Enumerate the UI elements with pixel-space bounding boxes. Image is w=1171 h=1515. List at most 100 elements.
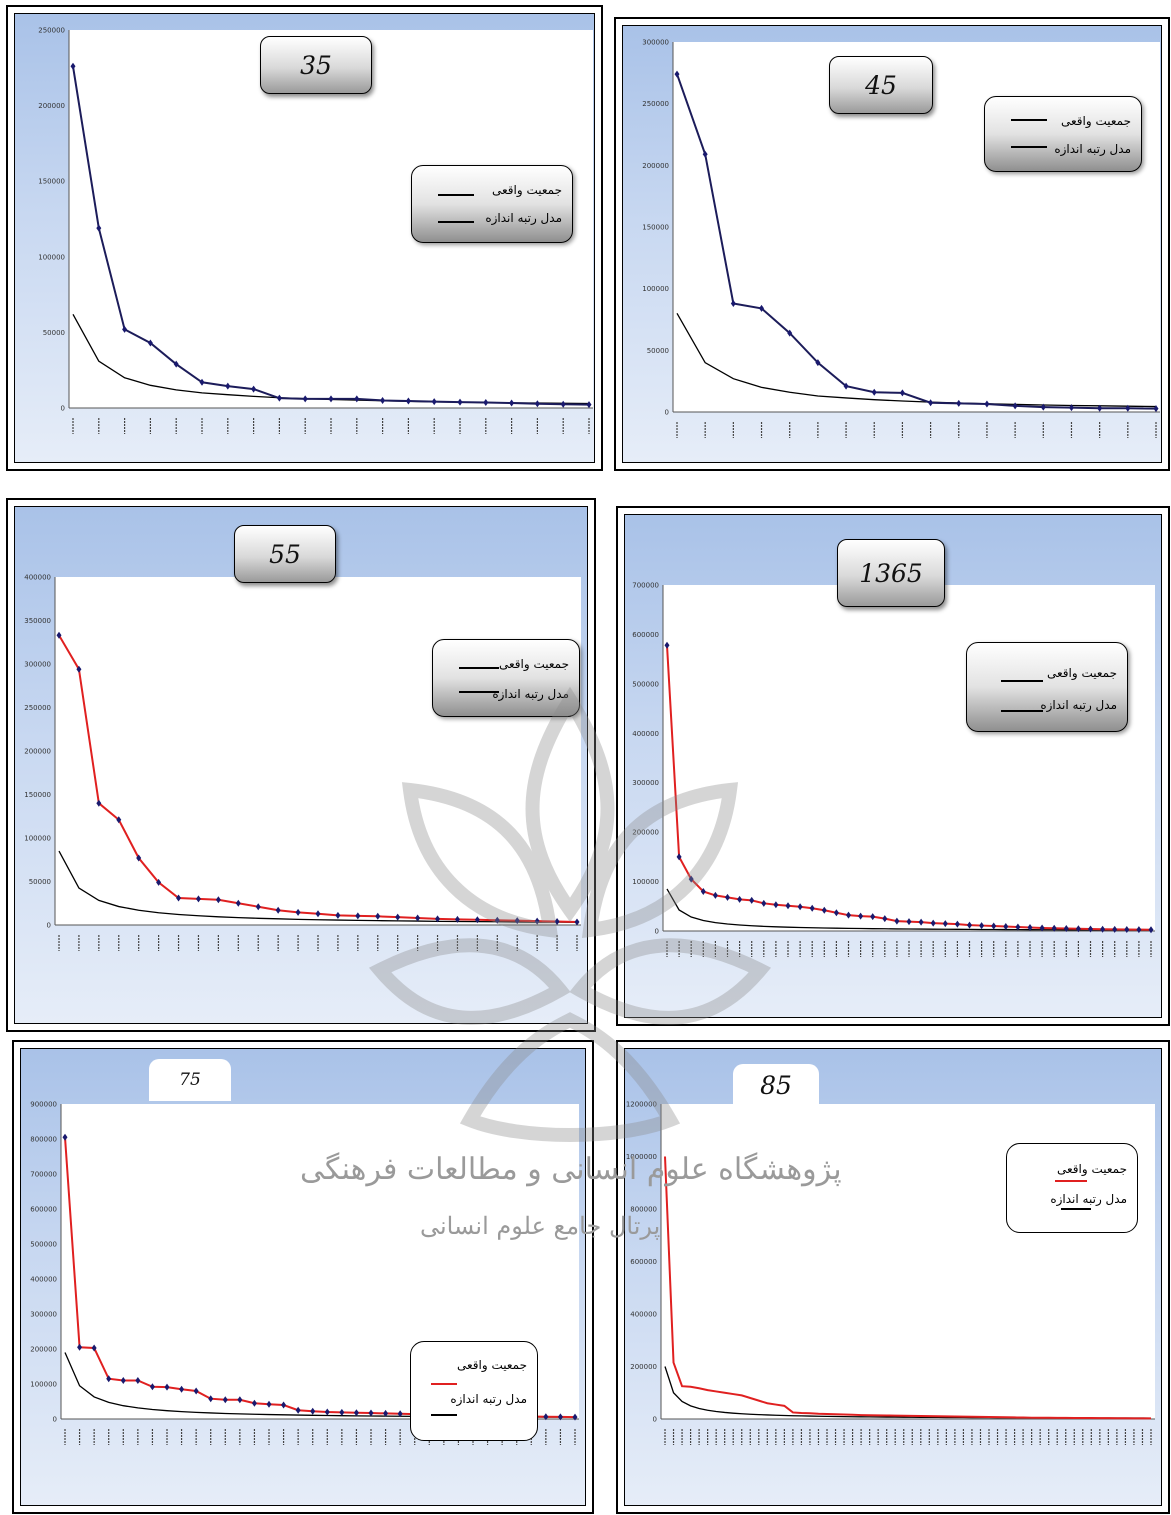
data-point	[984, 400, 990, 408]
data-point	[785, 902, 791, 910]
y-tick-label: 800000	[30, 1136, 57, 1144]
chart-title-55: 55	[234, 525, 336, 583]
data-point	[870, 913, 876, 921]
data-point	[1039, 924, 1045, 932]
data-point	[302, 395, 308, 403]
data-point	[173, 360, 179, 368]
data-point	[276, 394, 282, 402]
chart-panel-75: 0 100000 200000 300000 400000 500000 600000 700…	[12, 1040, 594, 1514]
data-point	[1153, 405, 1159, 413]
plot-area	[55, 577, 581, 925]
data-point	[928, 399, 934, 407]
data-point	[712, 891, 718, 899]
y-tick-label: 50000	[647, 347, 669, 355]
data-point	[405, 397, 411, 405]
data-point	[554, 918, 560, 926]
legend-model-swatch	[1061, 1208, 1091, 1210]
legend-model-swatch	[1011, 146, 1047, 148]
plot-area	[663, 585, 1155, 931]
y-tick-label: 100000	[30, 1381, 57, 1389]
y-tick-label: 200000	[630, 1363, 657, 1371]
data-point	[494, 916, 500, 924]
data-point	[843, 382, 849, 390]
legend-1365: جمعیت واقعی مدل رتبه اندازه	[966, 642, 1128, 732]
data-point	[674, 70, 680, 78]
legend-model-label: مدل رتبه اندازه	[450, 1392, 527, 1406]
data-point	[310, 1407, 316, 1415]
data-point	[1136, 926, 1142, 934]
legend-real-swatch	[1055, 1180, 1087, 1182]
series-line-model	[676, 313, 1157, 408]
data-point	[235, 899, 241, 907]
data-point	[930, 919, 936, 927]
data-point	[574, 918, 580, 926]
data-point	[164, 1383, 170, 1391]
legend-real-label: جمعیت واقعی	[1056, 1162, 1127, 1176]
data-point	[1088, 925, 1093, 933]
legend-model-swatch	[1001, 710, 1043, 712]
data-point	[761, 899, 767, 907]
chart-title-85: 85	[733, 1064, 819, 1106]
data-point	[1015, 923, 1021, 931]
data-point	[1097, 404, 1103, 412]
data-point	[815, 359, 821, 367]
chart-panel-45: 0 50000 100000 150000 200000 250000 300000 45 …	[614, 17, 1170, 471]
y-tick-label: 250000	[38, 27, 65, 35]
data-point	[534, 917, 540, 925]
y-tick-label: 300000	[642, 39, 669, 47]
data-point	[664, 641, 670, 649]
legend-real-label: جمعیت واقعی	[1060, 114, 1131, 128]
legend-real-swatch	[431, 1383, 457, 1385]
y-tick-label: 50000	[43, 329, 65, 337]
y-tick-label: 100000	[632, 878, 659, 886]
legend-real-swatch	[459, 667, 499, 669]
data-point	[156, 878, 162, 886]
chart-area: 0 200000 400000 600000 800000 1000000 1200000	[624, 1048, 1162, 1506]
data-point	[266, 1400, 272, 1408]
data-point	[56, 631, 62, 639]
chart-title-45: 45	[829, 56, 933, 114]
data-point	[1027, 924, 1033, 932]
legend-85: جمعیت واقعی مدل رتبه اندازه	[1006, 1143, 1138, 1233]
data-point	[906, 918, 912, 926]
chart-panel-35: 0 50000 100000 150000 200000 250000 35 جمعیت …	[6, 5, 603, 471]
series-line-model	[666, 888, 1151, 931]
data-point	[435, 915, 441, 923]
y-tick-label: 1000000	[626, 1153, 657, 1161]
data-point	[676, 853, 682, 861]
y-tick-label: 500000	[632, 680, 659, 688]
data-point	[179, 1385, 185, 1393]
chart-title-75: 75	[149, 1059, 231, 1101]
y-tick-label: 300000	[632, 779, 659, 787]
data-point	[328, 395, 334, 403]
data-point	[136, 854, 142, 862]
data-point	[397, 1410, 403, 1418]
y-tick-label: 700000	[30, 1171, 57, 1179]
data-point	[1100, 925, 1106, 933]
chart-panel-55: 0 50000 100000 150000 200000 250000 300000 3500…	[6, 498, 596, 1032]
y-tick-label: 150000	[642, 224, 669, 232]
series-line-model	[58, 850, 578, 923]
data-point	[572, 1413, 578, 1421]
legend-model-label: مدل رتبه اندازه	[492, 687, 569, 701]
y-tick-label: 250000	[24, 704, 51, 712]
y-tick-label: 300000	[30, 1311, 57, 1319]
y-tick-label: 0	[653, 1416, 657, 1424]
data-point	[375, 912, 381, 920]
data-point	[431, 398, 437, 406]
data-point	[339, 1408, 345, 1416]
data-point	[176, 894, 182, 902]
legend-real-label: جمعیت واقعی	[456, 1358, 527, 1372]
data-point	[116, 816, 122, 824]
data-point	[77, 1343, 83, 1351]
data-point	[255, 903, 261, 911]
y-tick-label: 150000	[38, 178, 65, 186]
data-point	[222, 1396, 228, 1404]
data-point	[1075, 925, 1081, 933]
y-tick-label: 300000	[24, 661, 51, 669]
y-tick-label: 1200000	[626, 1101, 657, 1109]
data-point	[355, 912, 361, 920]
data-point	[773, 901, 779, 909]
data-point	[380, 396, 386, 404]
data-point	[956, 399, 962, 407]
